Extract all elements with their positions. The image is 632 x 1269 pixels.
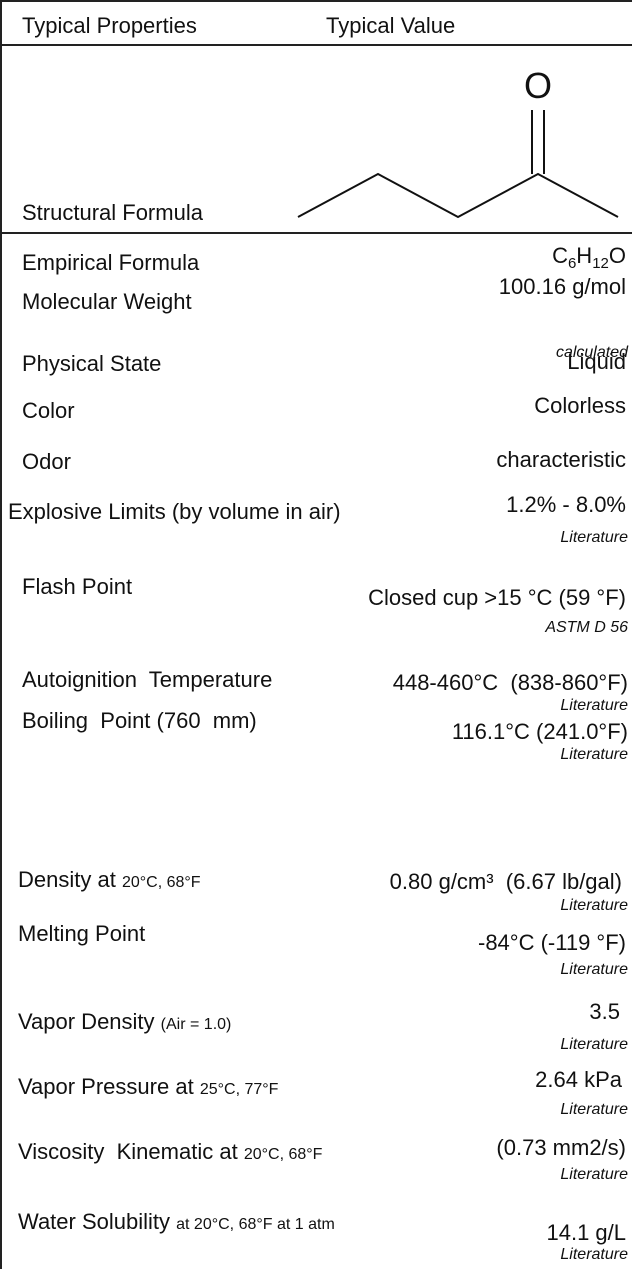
property-value: C6H12O — [552, 242, 626, 273]
oxygen-atom: O — [524, 65, 552, 106]
property-label: Physical State — [22, 353, 161, 375]
property-label: Boiling Point (760 mm) — [22, 710, 257, 732]
property-label: Odor — [22, 451, 71, 473]
label-text: Empirical Formula — [22, 250, 200, 275]
property-label: Explosive Limits (by volume in air) — [8, 501, 341, 523]
label-text: Physical State — [22, 351, 162, 376]
property-value: characteristic — [496, 447, 626, 472]
value-source: calculated — [555, 344, 628, 361]
formula-part: 12 — [592, 255, 609, 273]
label-text: Density at — [18, 867, 116, 892]
property-value: (0.73 mm2/s) — [496, 1135, 626, 1160]
property-label: Molecular Weight — [22, 291, 192, 313]
formula-part: H — [576, 242, 593, 268]
label-text: Color — [22, 398, 75, 423]
label-text: Vapor Pressure at — [18, 1074, 194, 1099]
property-value: 3.5 — [589, 999, 620, 1024]
header-value: Typical Value — [326, 13, 456, 38]
formula-part: C — [552, 242, 568, 268]
label-text: Explosive Limits (by volume in air) — [8, 499, 341, 524]
property-value: Liquid — [567, 349, 626, 374]
property-label: Empirical Formula — [22, 252, 199, 274]
structure-divider — [0, 232, 632, 234]
property-label: Density at 20°C, 68°F — [18, 869, 201, 891]
header-property: Typical Properties — [22, 13, 197, 38]
label-text: Viscosity Kinematic at — [18, 1139, 238, 1164]
value-source: Literature — [560, 897, 628, 914]
property-label: Autoignition Temperature — [22, 669, 272, 691]
label-text: Melting Point — [18, 921, 146, 946]
label-text: Molecular Weight — [22, 289, 192, 314]
value-source: ASTM D 56 — [545, 619, 628, 636]
value-source: Literature — [560, 1246, 628, 1263]
property-value: 100.16 g/mol — [498, 274, 626, 299]
property-value: -84°C (-119 °F) — [478, 930, 626, 955]
label-text: Flash Point — [22, 574, 133, 599]
left-border — [0, 0, 2, 1269]
property-value: 1.2% - 8.0% — [506, 492, 626, 517]
property-value: 448-460°C (838-860°F) — [392, 670, 628, 695]
label-text: Autoignition Temperature — [22, 667, 273, 692]
structure-drawing: O — [297, 65, 619, 219]
property-value: 116.1°C (241.0°F) — [451, 719, 628, 744]
property-value: Colorless — [534, 393, 626, 418]
property-label: Vapor Density (Air = 1.0) — [18, 1011, 231, 1033]
label-text: Vapor Density — [18, 1009, 155, 1034]
carbon-chain — [297, 172, 619, 219]
label-condition: (Air = 1.0) — [160, 1016, 232, 1033]
property-value: Closed cup >15 °C (59 °F) — [368, 585, 626, 610]
property-label: Vapor Pressure at 25°C, 77°F — [18, 1076, 278, 1098]
value-source: Literature — [560, 746, 628, 763]
formula-part: O — [608, 242, 626, 268]
label-text: Odor — [22, 449, 71, 474]
structure-label: Structural Formula — [22, 200, 203, 225]
formula-part: 6 — [567, 255, 577, 273]
label-condition: 20°C, 68°F — [243, 1146, 323, 1163]
value-source: Literature — [560, 1101, 628, 1118]
label-condition: at 20°C, 68°F at 1 atm — [176, 1216, 335, 1233]
property-label: Flash Point — [22, 576, 132, 598]
property-label: Water Solubility at 20°C, 68°F at 1 atm — [18, 1211, 335, 1233]
property-label: Melting Point — [18, 923, 145, 945]
label-text: Boiling Point (760 mm) — [22, 708, 257, 733]
property-value: 0.80 g/cm³ (6.67 lb/gal) — [389, 869, 622, 894]
label-condition: 20°C, 68°F — [121, 874, 201, 891]
value-source: Literature — [560, 529, 628, 546]
value-source: Literature — [560, 697, 628, 714]
property-label: Viscosity Kinematic at 20°C, 68°F — [18, 1141, 322, 1163]
value-source: Literature — [560, 1166, 628, 1183]
top-border — [0, 0, 632, 2]
value-source: Literature — [560, 1036, 628, 1053]
label-text: Water Solubility — [18, 1209, 171, 1234]
property-value: 2.64 kPa — [535, 1067, 622, 1092]
property-label: Color — [22, 400, 75, 422]
header-divider — [0, 44, 632, 46]
value-source: Literature — [560, 961, 628, 978]
label-condition: 25°C, 77°F — [199, 1081, 279, 1098]
property-value: 14.1 g/L — [546, 1220, 626, 1245]
